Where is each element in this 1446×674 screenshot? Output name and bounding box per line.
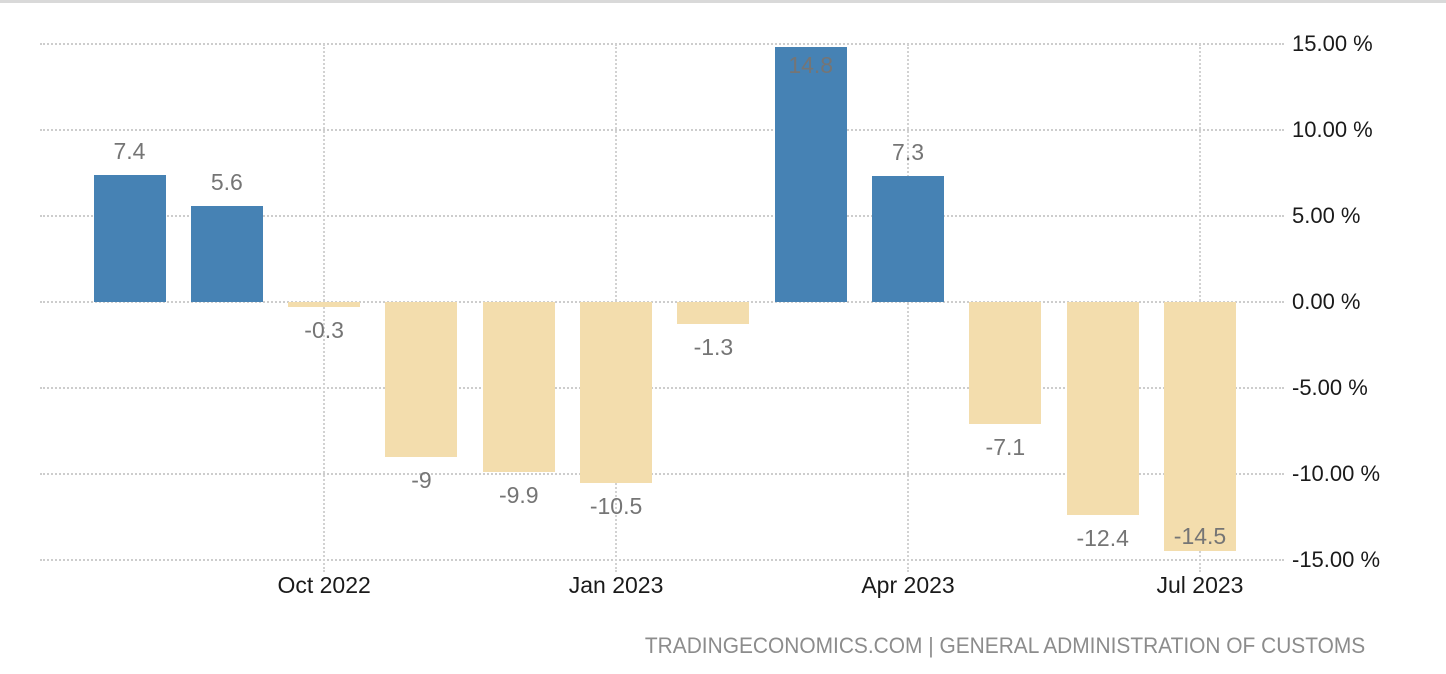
bar-value-label: 7.3 [892, 139, 925, 166]
bar[interactable] [385, 302, 458, 457]
y-axis-label: -15.00 % [1292, 547, 1381, 572]
bar-value-label: 14.8 [788, 52, 834, 79]
top-border [0, 0, 1446, 3]
bar[interactable] [482, 302, 555, 473]
bar-value-label: -9.9 [498, 482, 539, 509]
x-axis-label: Jan 2023 [568, 572, 664, 598]
y-axis-label: -10.00 % [1292, 461, 1381, 486]
bar-value-label: -1.3 [693, 334, 734, 361]
bar-value-label: 7.4 [113, 137, 146, 164]
bar-value-label: -10.5 [589, 492, 643, 519]
bar[interactable] [872, 176, 945, 302]
bar[interactable] [580, 302, 653, 483]
h-gridline [40, 129, 1284, 131]
bar[interactable] [190, 205, 263, 302]
h-gridline [40, 301, 1284, 303]
y-axis-label: 5.00 % [1292, 203, 1361, 228]
bar-value-label: -12.4 [1076, 525, 1129, 552]
bar-value-label: -7.1 [985, 434, 1026, 461]
y-axis-label: 15.00 % [1292, 31, 1373, 56]
bar[interactable] [1066, 302, 1139, 516]
bar-value-label: -9 [411, 466, 432, 493]
x-axis-label: Jul 2023 [1156, 572, 1244, 598]
x-axis-label: Oct 2022 [277, 572, 371, 598]
v-gridline [323, 44, 326, 572]
bar[interactable] [677, 302, 750, 325]
bar-value-label: -0.3 [304, 317, 344, 344]
y-axis-label: -5.00 % [1292, 375, 1368, 400]
y-axis-label: 10.00 % [1292, 117, 1373, 142]
bar[interactable] [774, 47, 847, 302]
h-gridline [40, 43, 1284, 45]
bar[interactable] [969, 302, 1042, 425]
y-axis-label: 0.00 % [1292, 289, 1361, 314]
bar-value-label: 5.6 [210, 168, 243, 195]
h-gridline [40, 559, 1284, 561]
plot-area: 7.4 5.6 -0.3 -9 -9.9 -10.5 -1.3 14.8 7.3 -7.1 -12.… [40, 43, 1284, 572]
bar[interactable] [93, 174, 166, 302]
h-gridline [40, 215, 1284, 217]
source-attribution: TRADINGECONOMICS.COM | GENERAL ADMINISTR… [644, 633, 1365, 658]
x-axis-label: Apr 2023 [861, 572, 955, 598]
bar[interactable] [288, 302, 361, 308]
v-gridline [907, 44, 910, 572]
bar[interactable] [1164, 302, 1236, 552]
h-gridline [40, 473, 1284, 475]
bar-value-label: -14.5 [1173, 523, 1227, 549]
h-gridline [40, 387, 1284, 389]
